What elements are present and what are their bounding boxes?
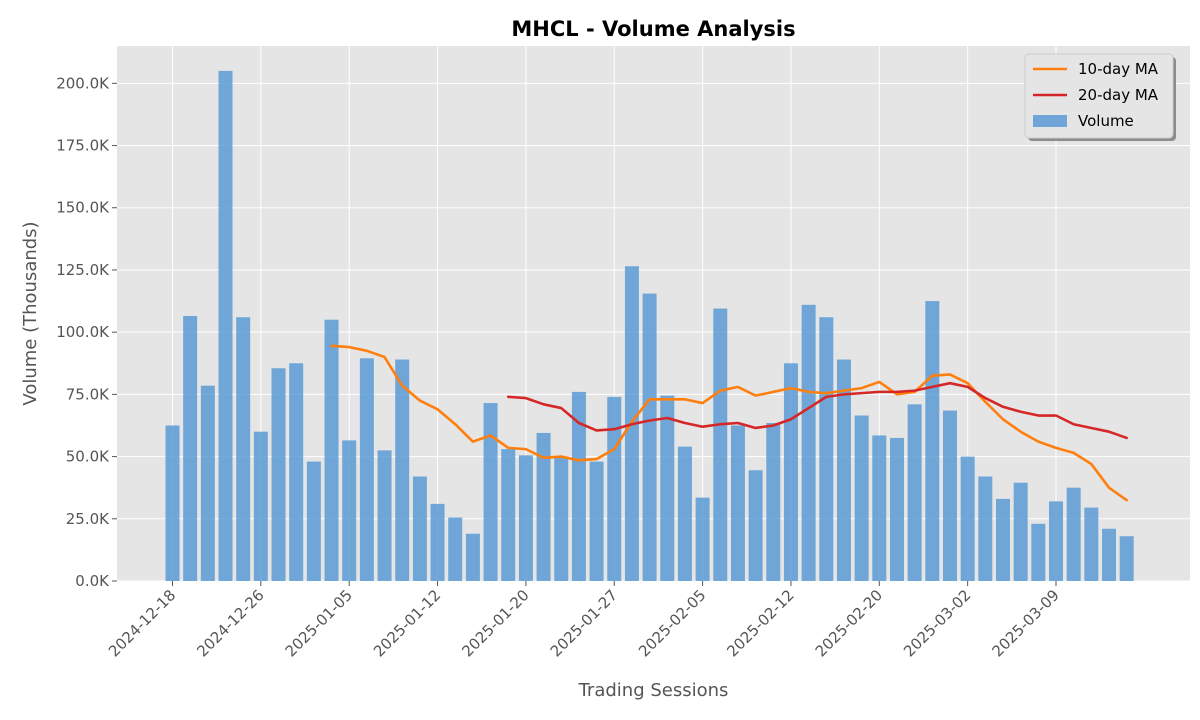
- x-tick-label: 2025-02-12: [723, 586, 797, 660]
- x-tick-label: 2024-12-18: [105, 586, 179, 660]
- volume-bar: [819, 317, 834, 581]
- volume-bar: [677, 446, 692, 581]
- y-tick-label: 150.0K: [56, 199, 110, 217]
- volume-bar: [359, 358, 374, 581]
- y-tick-label: 0.0K: [75, 572, 110, 590]
- volume-bar: [978, 476, 993, 581]
- x-tick-label: 2025-01-20: [458, 586, 532, 660]
- volume-bar: [766, 422, 781, 581]
- legend-label: 10-day MA: [1078, 60, 1159, 78]
- volume-bar: [218, 70, 233, 581]
- volume-bar: [200, 385, 215, 581]
- x-tick-label: 2025-02-20: [812, 586, 886, 660]
- x-tick-label: 2025-03-02: [900, 586, 974, 660]
- volume-bar: [465, 533, 480, 581]
- y-tick-label: 175.0K: [56, 137, 110, 155]
- volume-bar: [607, 396, 622, 581]
- x-tick-label: 2024-12-26: [193, 586, 267, 660]
- volume-bar: [907, 404, 922, 581]
- volume-bar: [271, 368, 286, 581]
- volume-bar: [660, 395, 675, 581]
- volume-bar: [395, 359, 410, 581]
- volume-bar: [730, 425, 745, 581]
- volume-bar: [1066, 487, 1081, 581]
- volume-bar: [289, 363, 304, 581]
- volume-bar: [536, 432, 551, 581]
- volume-bar: [1013, 482, 1028, 581]
- y-tick-label: 50.0K: [66, 448, 110, 466]
- chart-title: MHCL - Volume Analysis: [511, 17, 795, 41]
- volume-bar: [1119, 536, 1134, 581]
- x-axis-label: Trading Sessions: [578, 680, 729, 701]
- 20-day-ma-line: [506, 381, 1128, 440]
- volume-bar: [253, 431, 268, 581]
- volume-bar: [695, 497, 710, 581]
- x-axis: 2024-12-18 2024-12-26 2025-01-05 2025-01-12…: [105, 581, 1063, 660]
- volume-bar: [995, 498, 1010, 581]
- volume-bar: [236, 317, 251, 581]
- volume-bar: [430, 503, 445, 581]
- volume-bar: [1102, 528, 1117, 581]
- y-tick-label: 75.0K: [66, 385, 110, 403]
- volume-bar: [942, 410, 957, 581]
- x-tick-label: 2025-02-05: [635, 586, 709, 660]
- volume-bar: [342, 440, 357, 581]
- y-tick-label: 200.0K: [56, 74, 110, 92]
- x-tick-label: 2025-01-05: [282, 586, 356, 660]
- volume-bar: [1049, 501, 1063, 581]
- volume-bar: [377, 450, 392, 581]
- volume-bar: [306, 461, 321, 581]
- volume-bar: [783, 363, 798, 581]
- volume-bar: [412, 476, 427, 581]
- volume-bar: [836, 359, 851, 581]
- volume-bar: [1084, 507, 1099, 581]
- volume-bar: [960, 456, 975, 581]
- volume-bar: [589, 461, 604, 581]
- volume-bar: [801, 304, 816, 581]
- volume-bar: [483, 403, 498, 581]
- x-tick-label: 2025-01-12: [370, 586, 444, 660]
- x-tick-label: 2025-01-27: [547, 586, 621, 660]
- volume-bar: [183, 315, 198, 581]
- volume-bar: [554, 456, 569, 581]
- volume-bar: [518, 455, 533, 581]
- volume-bar: [889, 437, 904, 581]
- y-axis-label: Volume (Thousands): [20, 221, 41, 405]
- y-tick-label: 25.0K: [66, 510, 110, 528]
- volume-bar: [713, 308, 728, 581]
- 10-day-ma-line: [330, 344, 1128, 502]
- volume-bar: [854, 415, 869, 581]
- volume-bar: [642, 293, 657, 581]
- legend-label: 20-day MA: [1078, 86, 1159, 104]
- volume-bar: [165, 425, 180, 581]
- legend-bar-swatch: [1033, 115, 1067, 127]
- y-tick-label: 100.0K: [56, 323, 110, 341]
- legend: 10-day MA 20-day MA Volume: [1024, 53, 1176, 141]
- volume-bar: [748, 470, 763, 581]
- volume-bar: [571, 391, 586, 581]
- volume-bars: [165, 70, 1134, 581]
- volume-bar: [1031, 523, 1046, 581]
- volume-bar: [324, 319, 339, 581]
- volume-bar: [925, 301, 940, 581]
- volume-bar: [501, 449, 516, 581]
- y-axis: 0.0K 25.0K 50.0K 75.0K 100.0K 125.0K 150.0K 175…: [56, 74, 117, 590]
- y-tick-label: 125.0K: [56, 261, 110, 279]
- legend-label: Volume: [1078, 112, 1134, 130]
- x-tick-label: 2025-03-09: [988, 586, 1062, 660]
- volume-bar: [448, 517, 463, 581]
- volume-bar: [872, 435, 887, 581]
- moving-average-lines: [330, 344, 1128, 502]
